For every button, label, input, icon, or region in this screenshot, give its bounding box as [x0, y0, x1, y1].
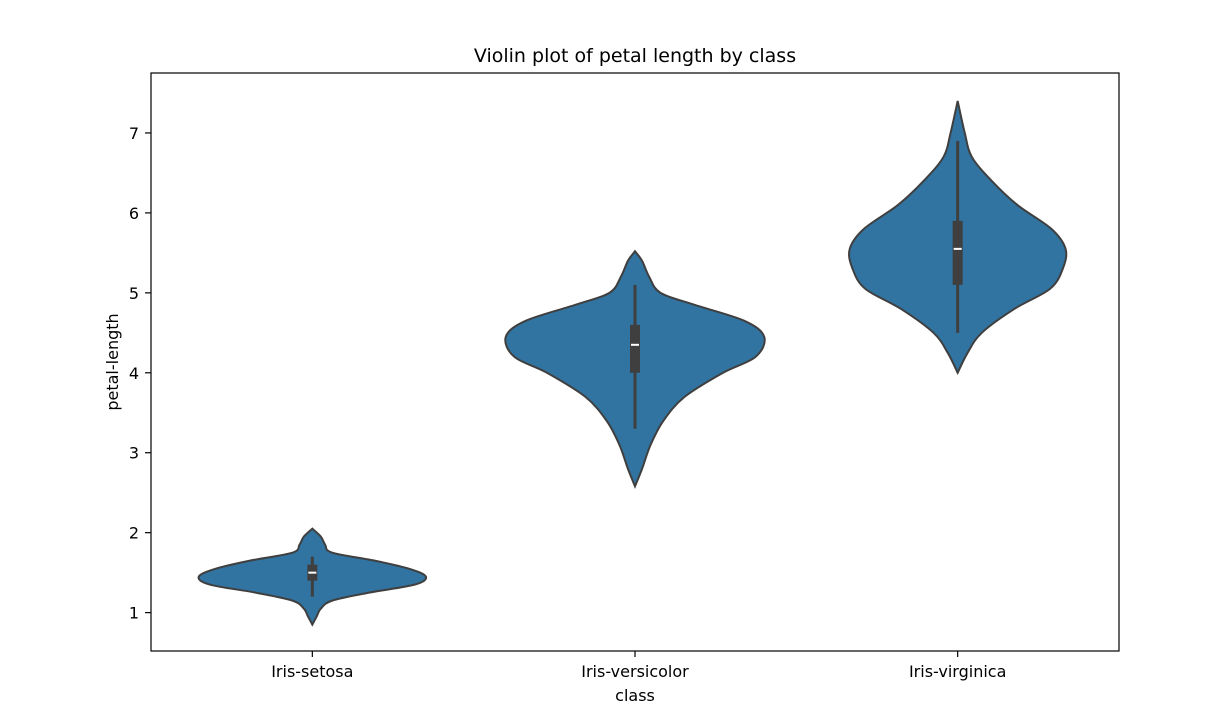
violin-iris-virginica: [848, 100, 1068, 376]
plot-area: [197, 100, 1068, 627]
x-tick-label: Iris-setosa: [271, 662, 353, 681]
violin-iris-versicolor: [504, 249, 766, 489]
violin-iqr-box: [952, 220, 963, 285]
y-tick-label: 4: [129, 364, 139, 383]
y-axis-label: petal-length: [103, 313, 122, 410]
y-tick-label: 1: [129, 604, 139, 623]
y-tick-label: 2: [129, 524, 139, 543]
x-axis: Iris-setosa Iris-versicolor Iris-virginica: [271, 651, 1006, 681]
violin-iris-setosa: [197, 527, 428, 627]
y-tick-label: 6: [129, 204, 139, 223]
chart-title: Violin plot of petal length by class: [474, 45, 796, 67]
x-tick-label: Iris-versicolor: [581, 662, 689, 681]
y-axis: 1 2 3 4 5 6 7: [129, 124, 151, 623]
y-tick-label: 7: [129, 124, 139, 143]
violin-iqr-box: [630, 324, 640, 373]
y-tick-label: 5: [129, 284, 139, 303]
x-axis-label: class: [615, 686, 655, 705]
x-tick-label: Iris-virginica: [909, 662, 1006, 681]
y-tick-label: 3: [129, 444, 139, 463]
